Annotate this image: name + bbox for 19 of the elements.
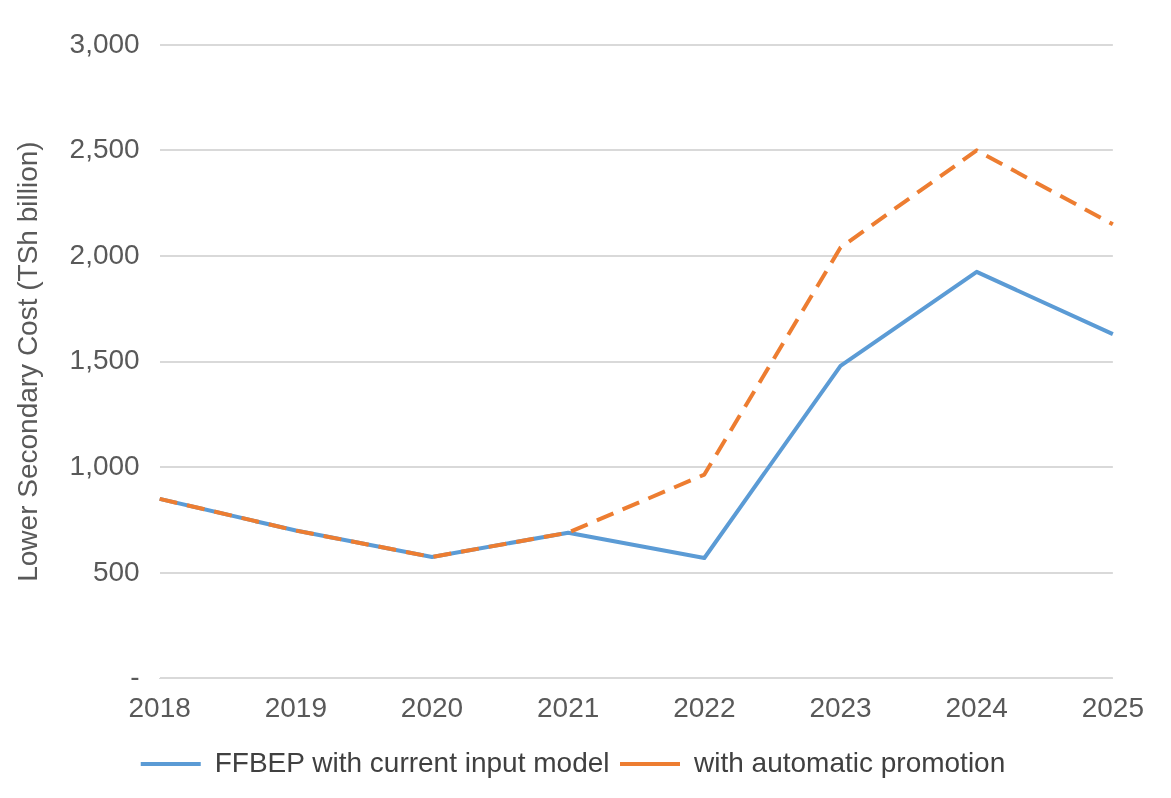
x-tick-label: 2023: [809, 691, 872, 723]
legend-label: FFBEP with current input model: [214, 746, 610, 778]
y-tick-label: 2,500: [69, 133, 140, 165]
x-tick-label: 2021: [537, 691, 600, 723]
y-tick-label: 3,000: [69, 27, 140, 59]
y-tick-label: 1,500: [69, 344, 140, 376]
x-tick-label: 2019: [264, 691, 327, 723]
y-tick-label: 500: [92, 555, 140, 587]
x-tick-label: 2024: [945, 691, 1008, 723]
line-series: [157, 148, 1115, 559]
x-tick-label: 2025: [1081, 691, 1144, 723]
x-tick-label: 2022: [673, 691, 736, 723]
x-tick-label: 2018: [128, 691, 191, 723]
x-tick-label: 2020: [400, 691, 464, 723]
legend-label: with automatic promotion: [693, 746, 1006, 778]
y-tick-label: -: [130, 661, 140, 693]
y-tick-label: 2,000: [69, 238, 140, 270]
y-tick-label: 1,000: [69, 449, 140, 481]
y-axis-title: Lower Secondary Cost (TSh billion): [11, 141, 43, 582]
